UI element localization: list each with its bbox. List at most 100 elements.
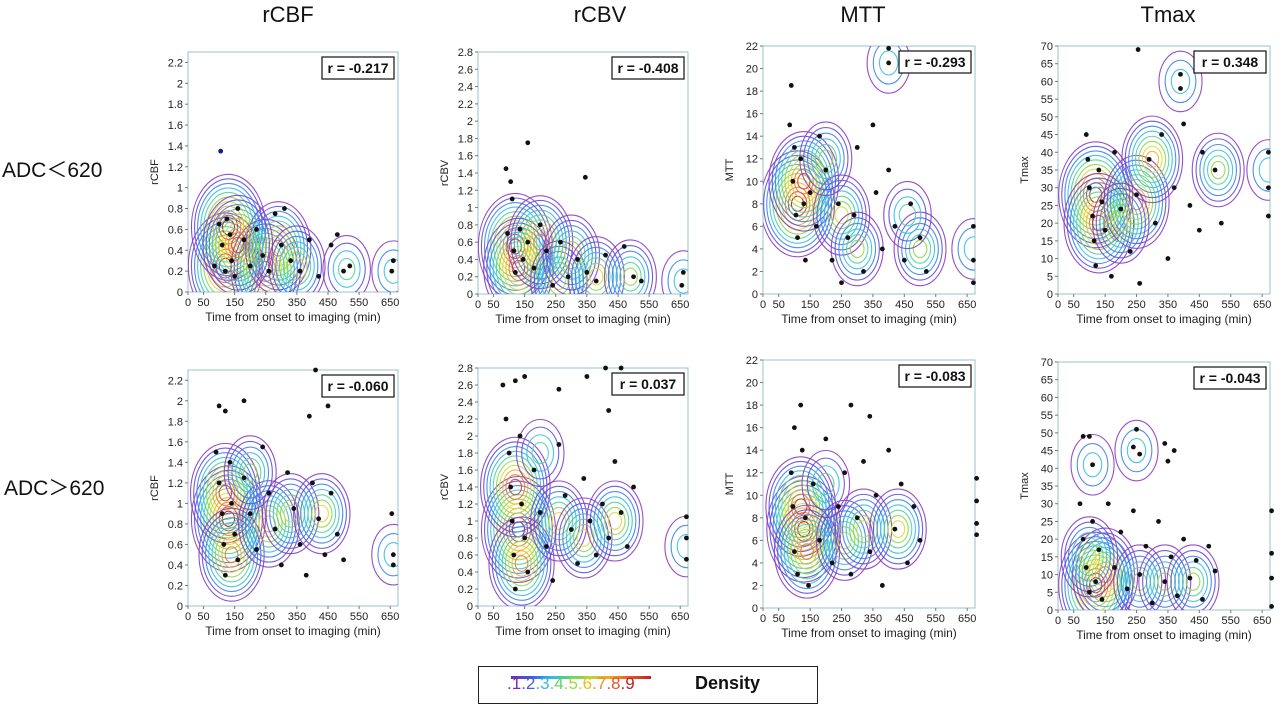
data-point	[1206, 543, 1212, 549]
legend-value: .2	[521, 674, 536, 693]
data-point	[1112, 149, 1117, 155]
density-contour	[1170, 68, 1191, 95]
data-point	[835, 504, 841, 509]
density-contour	[1142, 549, 1188, 610]
y-tick-label: 0.2	[168, 266, 183, 278]
data-point	[556, 442, 562, 447]
y-tick-label: 0.8	[168, 519, 183, 531]
data-point	[1105, 501, 1111, 507]
density-contour	[778, 474, 824, 539]
data-point	[618, 510, 624, 515]
data-point	[520, 257, 526, 262]
data-points	[503, 140, 686, 288]
x-axis: 0 50 150 250 350 450 550 650	[760, 294, 976, 311]
density-contour	[1078, 542, 1101, 571]
y-tick-label: 1.6	[168, 437, 183, 449]
density-contour	[499, 241, 538, 294]
data-point	[624, 544, 630, 549]
density-contour	[1206, 155, 1230, 185]
density-contour	[549, 225, 593, 286]
data-point	[795, 571, 800, 577]
x-tick-label: 250	[547, 611, 565, 623]
data-point	[575, 257, 580, 262]
y-axis: 0 5 10 15 20 25 30 35 40 45 50 55 60 65 70	[1041, 41, 1058, 301]
data-point	[1143, 543, 1149, 549]
chart-adc-low-tmax: 0 5 10 15 20 25 30 35 40 45 50 55 60 65 70 0 50 150 250 350…	[1010, 38, 1278, 335]
density-contour	[576, 529, 591, 547]
x-tick-label: 450	[1190, 299, 1208, 311]
x-tick-label: 350	[578, 299, 596, 311]
data-point	[334, 531, 340, 537]
data-point	[537, 510, 543, 515]
density-contour	[768, 130, 840, 232]
density-contour	[551, 512, 567, 530]
density-contour	[823, 190, 860, 240]
data-point	[1193, 558, 1199, 563]
density-contour	[777, 509, 837, 594]
legend-values: .1.2.3.4.5.6.7.8.9	[507, 674, 635, 694]
data-point	[1168, 554, 1174, 560]
density-contour	[667, 259, 688, 294]
density-contour	[224, 227, 251, 263]
y-tick-label: 35	[1041, 481, 1053, 493]
density-contour	[245, 201, 312, 292]
density-contour	[268, 225, 326, 292]
correlation-label: r = -0.043	[1193, 366, 1267, 390]
density-contour	[211, 526, 252, 583]
density-contours	[479, 418, 688, 606]
density-contour	[888, 188, 927, 242]
data-point	[316, 273, 322, 279]
y-tick-label: 16	[746, 423, 758, 435]
y-tick-label: 55	[1041, 410, 1053, 422]
y-axis-label: rCBF	[149, 475, 161, 501]
density-contour	[244, 490, 293, 558]
data-points	[500, 365, 689, 592]
x-tick-label: 550	[640, 299, 658, 311]
density-contour	[1076, 443, 1109, 487]
density-contour	[1141, 145, 1163, 173]
data-points	[212, 148, 396, 279]
density-contour	[670, 524, 688, 569]
x-axis: 0 50 150 250 350 450 550 650	[185, 606, 399, 623]
density-contour	[516, 209, 564, 275]
data-point	[848, 402, 854, 408]
y-tick-label: 0.4	[168, 245, 183, 257]
data-point	[544, 248, 549, 254]
legend-value: .6	[577, 674, 593, 693]
column-title-tmax: Tmax	[1140, 2, 1196, 27]
data-point	[325, 403, 331, 409]
data-point	[550, 578, 556, 583]
data-point	[923, 269, 929, 274]
x-tick-label: 50	[773, 613, 785, 625]
y-tick-label: 2.8	[458, 47, 473, 59]
density-contour	[514, 555, 529, 572]
x-tick-label: 50	[487, 611, 499, 623]
data-point	[823, 436, 829, 442]
data-point	[247, 263, 253, 269]
x-tick-label: 650	[671, 299, 689, 311]
y-tick-label: 0	[1047, 289, 1053, 301]
y-tick-label: 0.6	[458, 550, 473, 562]
density-contour	[1079, 196, 1119, 251]
data-point	[886, 167, 892, 173]
y-tick-label: 0	[1047, 605, 1053, 617]
density-contour	[869, 488, 927, 570]
data-point	[575, 561, 580, 566]
x-tick-label: 0	[185, 611, 191, 623]
x-tick-label: 150	[1096, 299, 1114, 311]
density-contour	[815, 499, 874, 581]
y-tick-label: 70	[1041, 357, 1053, 369]
data-point	[512, 269, 518, 275]
density-contour	[603, 239, 657, 294]
density-contour	[282, 246, 312, 286]
density-contour	[236, 228, 295, 292]
data-point	[788, 83, 794, 88]
y-tick-label: 1.6	[168, 120, 183, 132]
x-tick-label: 50	[487, 299, 499, 311]
data-point	[1181, 536, 1187, 542]
y-tick-label: 0.2	[168, 580, 183, 592]
y-tick-label: 2	[177, 78, 183, 90]
y-tick-label: 2	[467, 116, 473, 128]
data-point	[845, 235, 851, 241]
density-contour	[251, 500, 287, 548]
